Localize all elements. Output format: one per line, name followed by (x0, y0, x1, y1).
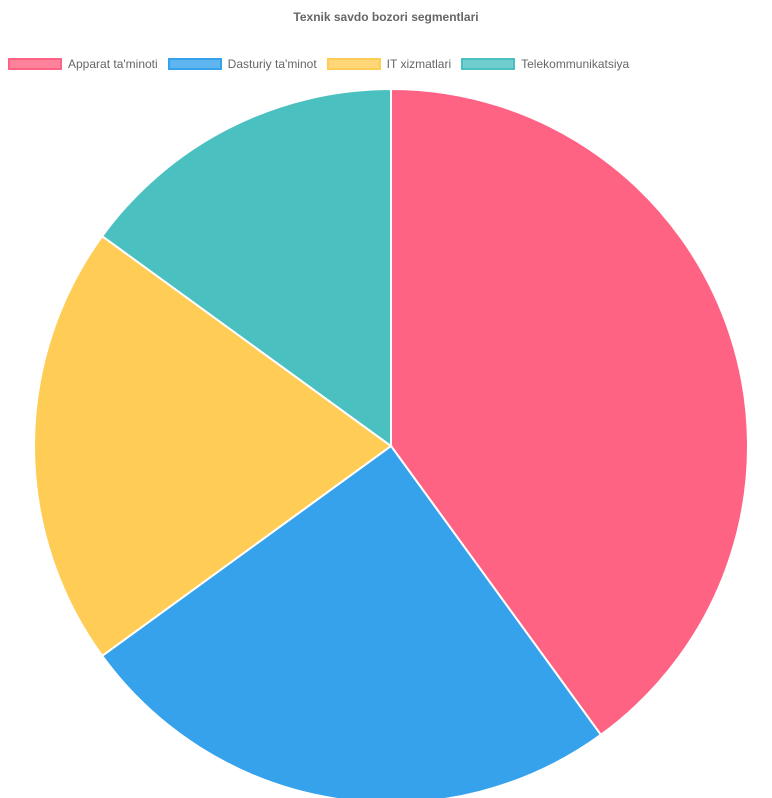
slice-dasturiy[interactable] (100, 444, 603, 798)
legend-label-apparat: Apparat ta'minoti (68, 57, 158, 71)
slice-telekommunikatsiya[interactable] (100, 87, 392, 448)
legend-item-telekommunikatsiya[interactable]: Telekommunikatsiya (461, 57, 629, 71)
legend-swatch-telekommunikatsiya (461, 58, 516, 70)
legend-label-it-xizmatlari: IT xizmatlari (386, 57, 452, 71)
slice-it-xizmatlari[interactable] (33, 234, 393, 658)
legend-swatch-dasturiy (167, 58, 222, 70)
legend-swatch-it-xizmatlari (326, 58, 381, 70)
legend-item-dasturiy[interactable]: Dasturiy ta'minot (167, 57, 317, 71)
legend-label-dasturiy: Dasturiy ta'minot (227, 57, 317, 71)
legend-item-apparat[interactable]: Apparat ta'minoti (8, 57, 158, 71)
chart-title: Texnik savdo bozori segmentlari (293, 10, 479, 24)
legend-swatch-apparat (8, 58, 62, 70)
slice-apparat[interactable] (390, 87, 749, 737)
legend-item-it-xizmatlari[interactable]: IT xizmatlari (326, 57, 452, 71)
chart-legend: Apparat ta'minoti Dasturiy ta'minot IT x… (8, 57, 629, 71)
legend-label-telekommunikatsiya: Telekommunikatsiya (521, 57, 630, 71)
